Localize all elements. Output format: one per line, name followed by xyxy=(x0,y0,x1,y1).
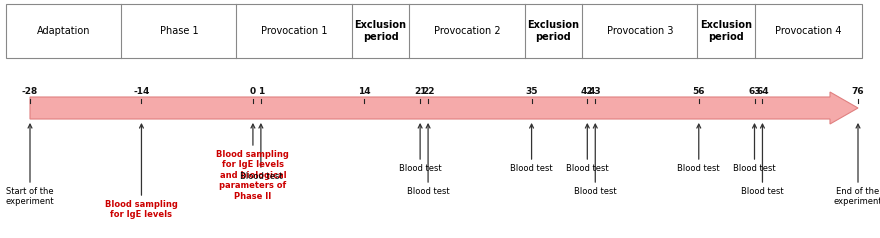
Text: Provocation 4: Provocation 4 xyxy=(775,26,842,36)
Text: 21: 21 xyxy=(414,87,427,96)
Text: 22: 22 xyxy=(422,87,435,96)
Text: -28: -28 xyxy=(22,87,38,96)
Text: Blood test: Blood test xyxy=(574,187,617,196)
Text: 64: 64 xyxy=(756,87,769,96)
Text: 1: 1 xyxy=(258,87,264,96)
Text: Phase 1: Phase 1 xyxy=(159,26,198,36)
Text: 43: 43 xyxy=(589,87,602,96)
Text: Blood test: Blood test xyxy=(510,164,553,173)
Text: Exclusion
period: Exclusion period xyxy=(355,20,407,42)
Text: Blood test: Blood test xyxy=(733,164,776,173)
Text: Provocation 1: Provocation 1 xyxy=(260,26,327,36)
Text: Blood test: Blood test xyxy=(566,164,609,173)
Text: Exclusion
period: Exclusion period xyxy=(527,20,579,42)
Text: Adaptation: Adaptation xyxy=(37,26,91,36)
Polygon shape xyxy=(30,92,858,124)
Text: Blood test: Blood test xyxy=(239,172,282,181)
Text: 14: 14 xyxy=(358,87,370,96)
Text: 0: 0 xyxy=(250,87,256,96)
Text: 35: 35 xyxy=(525,87,538,96)
Text: 42: 42 xyxy=(581,87,594,96)
Text: End of the
experiment: End of the experiment xyxy=(833,187,880,206)
Text: 63: 63 xyxy=(748,87,760,96)
Text: Blood sampling
for IgE levels
and biological
parameters of
Phase II: Blood sampling for IgE levels and biolog… xyxy=(216,150,290,201)
Text: -14: -14 xyxy=(133,87,150,96)
Text: Start of the
experiment: Start of the experiment xyxy=(5,187,55,206)
Text: Provocation 3: Provocation 3 xyxy=(606,26,673,36)
Text: Exclusion
period: Exclusion period xyxy=(700,20,752,42)
Text: 76: 76 xyxy=(852,87,864,96)
Text: Blood test: Blood test xyxy=(741,187,784,196)
Text: Provocation 2: Provocation 2 xyxy=(434,26,500,36)
Text: Blood sampling
for IgE levels: Blood sampling for IgE levels xyxy=(105,200,178,219)
Text: 56: 56 xyxy=(693,87,705,96)
Bar xyxy=(6,4,862,58)
Text: Blood test: Blood test xyxy=(399,164,442,173)
Text: Blood test: Blood test xyxy=(407,187,450,196)
Text: Blood test: Blood test xyxy=(678,164,720,173)
